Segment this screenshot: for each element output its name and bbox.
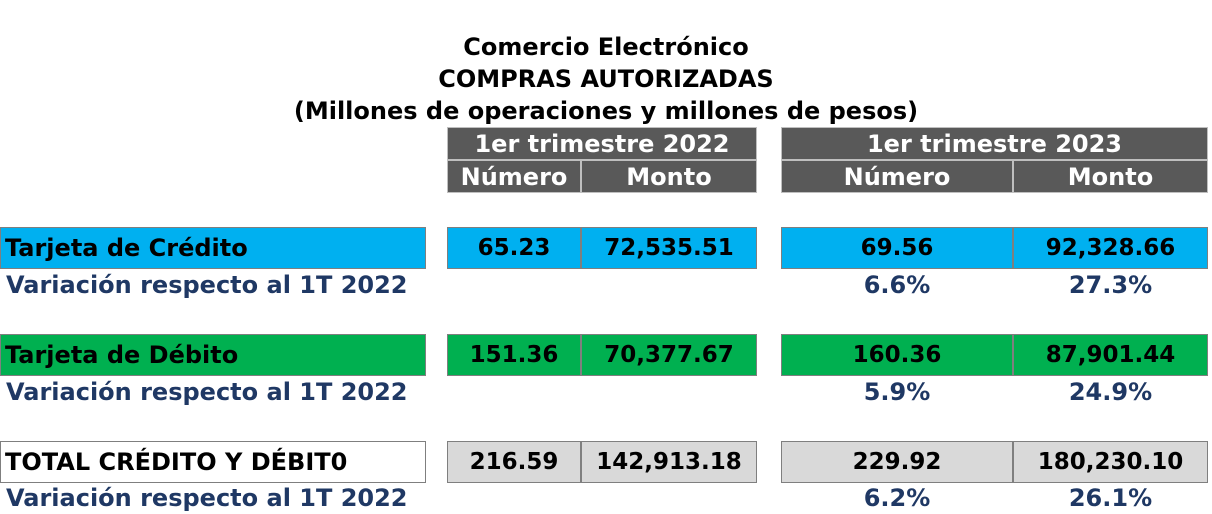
variation-label-total: Variación respecto al 1T 2022 [6,484,408,512]
variation-total-numero: 6.2% [863,484,931,512]
col-header-monto-2022: Monto [581,160,757,193]
debito-monto-2022: 70,377.67 [581,334,757,376]
variation-credito-monto: 27.3% [1068,271,1153,299]
variation-debito-monto: 24.9% [1068,378,1153,406]
debito-numero-2022: 151.36 [447,334,581,376]
col-header-monto-2023: Monto [1013,160,1208,193]
row-label-total: TOTAL CRÉDITO Y DÉBIT0 [0,441,426,483]
title-line-2: COMPRAS AUTORIZADAS [438,65,774,93]
variation-label-credito: Variación respecto al 1T 2022 [6,271,408,299]
credito-numero-2022: 65.23 [447,227,581,269]
variation-total-monto: 26.1% [1068,484,1153,512]
row-label-debito: Tarjeta de Débito [0,334,426,376]
debito-monto-2023: 87,901.44 [1013,334,1208,376]
col-header-numero-2023: Número [781,160,1013,193]
total-monto-2023: 180,230.10 [1013,441,1208,483]
period-header-2022: 1er trimestre 2022 [447,127,757,160]
title-line-3: (Millones de operaciones y millones de p… [293,97,919,125]
total-numero-2023: 229.92 [781,441,1013,483]
variation-debito-numero: 5.9% [863,378,931,406]
period-header-2023: 1er trimestre 2023 [781,127,1208,160]
total-numero-2022: 216.59 [447,441,581,483]
variation-credito-numero: 6.6% [863,271,931,299]
row-label-credito: Tarjeta de Crédito [0,227,426,269]
variation-label-debito: Variación respecto al 1T 2022 [6,378,408,406]
credito-monto-2022: 72,535.51 [581,227,757,269]
title-line-1: Comercio Electrónico [463,33,749,61]
col-header-numero-2022: Número [447,160,581,193]
debito-numero-2023: 160.36 [781,334,1013,376]
credito-monto-2023: 92,328.66 [1013,227,1208,269]
credito-numero-2023: 69.56 [781,227,1013,269]
total-monto-2022: 142,913.18 [581,441,757,483]
